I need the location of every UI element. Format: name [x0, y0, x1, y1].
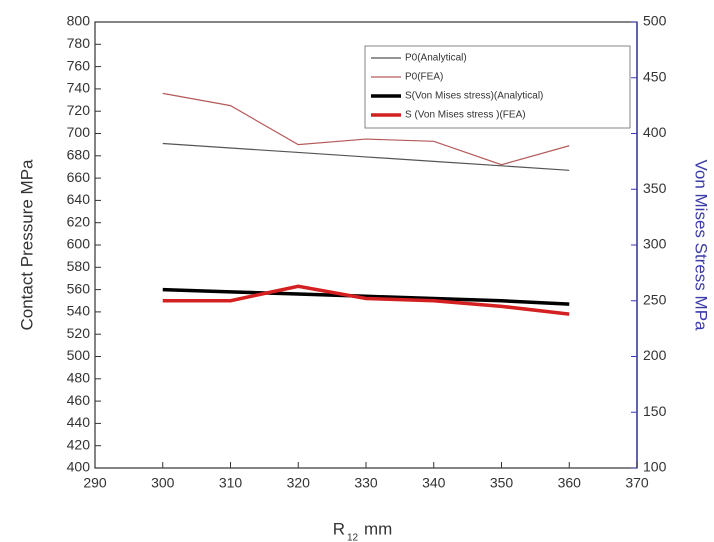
series-line — [162, 92, 570, 166]
x-axis-label-subscript: 12 — [347, 533, 359, 542]
y2-tick-label: 350 — [643, 180, 667, 196]
y2-tick-label: 250 — [643, 291, 667, 307]
y-tick-label: 420 — [67, 436, 91, 452]
y2-axis-label: Von Mises Stress MPa — [692, 159, 711, 331]
y-tick-label: 620 — [67, 213, 91, 229]
y2-tick-label: 450 — [643, 68, 667, 84]
x-axis-label-unit: mm — [364, 519, 392, 538]
x-tick-label: 330 — [354, 475, 378, 491]
y-tick-label: 700 — [67, 124, 91, 140]
legend-label: S (Von Mises stress )(FEA) — [405, 110, 526, 121]
y-tick-label: 520 — [67, 325, 91, 341]
y2-tick-label: 400 — [643, 124, 667, 140]
y-tick-label: 480 — [67, 370, 91, 386]
y-tick-label: 680 — [67, 147, 91, 163]
y-tick-label: 780 — [67, 35, 91, 51]
y-tick-label: 640 — [67, 191, 91, 207]
series-line — [162, 142, 570, 171]
y2-tick-label: 200 — [643, 347, 667, 363]
x-tick-label: 300 — [151, 475, 175, 491]
y-tick-label: 440 — [67, 414, 91, 430]
series-line — [162, 284, 570, 316]
legend-label: P0(Analytical) — [405, 53, 467, 64]
y2-tick-label: 150 — [643, 403, 667, 419]
x-tick-label: 360 — [558, 475, 582, 491]
y-tick-label: 600 — [67, 236, 91, 252]
x-tick-label: 340 — [422, 475, 446, 491]
y-axis-label: Contact Pressure MPa — [17, 159, 36, 331]
x-tick-label: 310 — [219, 475, 243, 491]
y-tick-label: 540 — [67, 303, 91, 319]
y-tick-label: 760 — [67, 57, 91, 73]
y-tick-label: 580 — [67, 258, 91, 274]
y-tick-label: 400 — [67, 459, 91, 475]
y-tick-label: 740 — [67, 80, 91, 96]
legend-label: P0(FEA) — [405, 72, 443, 83]
y2-tick-label: 300 — [643, 236, 667, 252]
y2-tick-label: 500 — [643, 13, 667, 29]
y-tick-label: 560 — [67, 280, 91, 296]
legend-box — [364, 45, 631, 129]
legend-label: S(Von Mises stress)(Analytical) — [405, 91, 543, 102]
y-tick-label: 800 — [67, 13, 91, 29]
x-tick-label: 370 — [625, 475, 649, 491]
y-tick-label: 500 — [67, 347, 91, 363]
y-tick-label: 660 — [67, 169, 91, 185]
y-tick-label: 460 — [67, 392, 91, 408]
x-axis-label: R — [333, 519, 345, 538]
y-tick-label: 720 — [67, 102, 91, 118]
y2-tick-label: 100 — [643, 459, 667, 475]
series-line — [162, 287, 570, 306]
x-tick-label: 320 — [287, 475, 311, 491]
x-tick-label: 290 — [83, 475, 107, 491]
x-tick-label: 350 — [490, 475, 514, 491]
